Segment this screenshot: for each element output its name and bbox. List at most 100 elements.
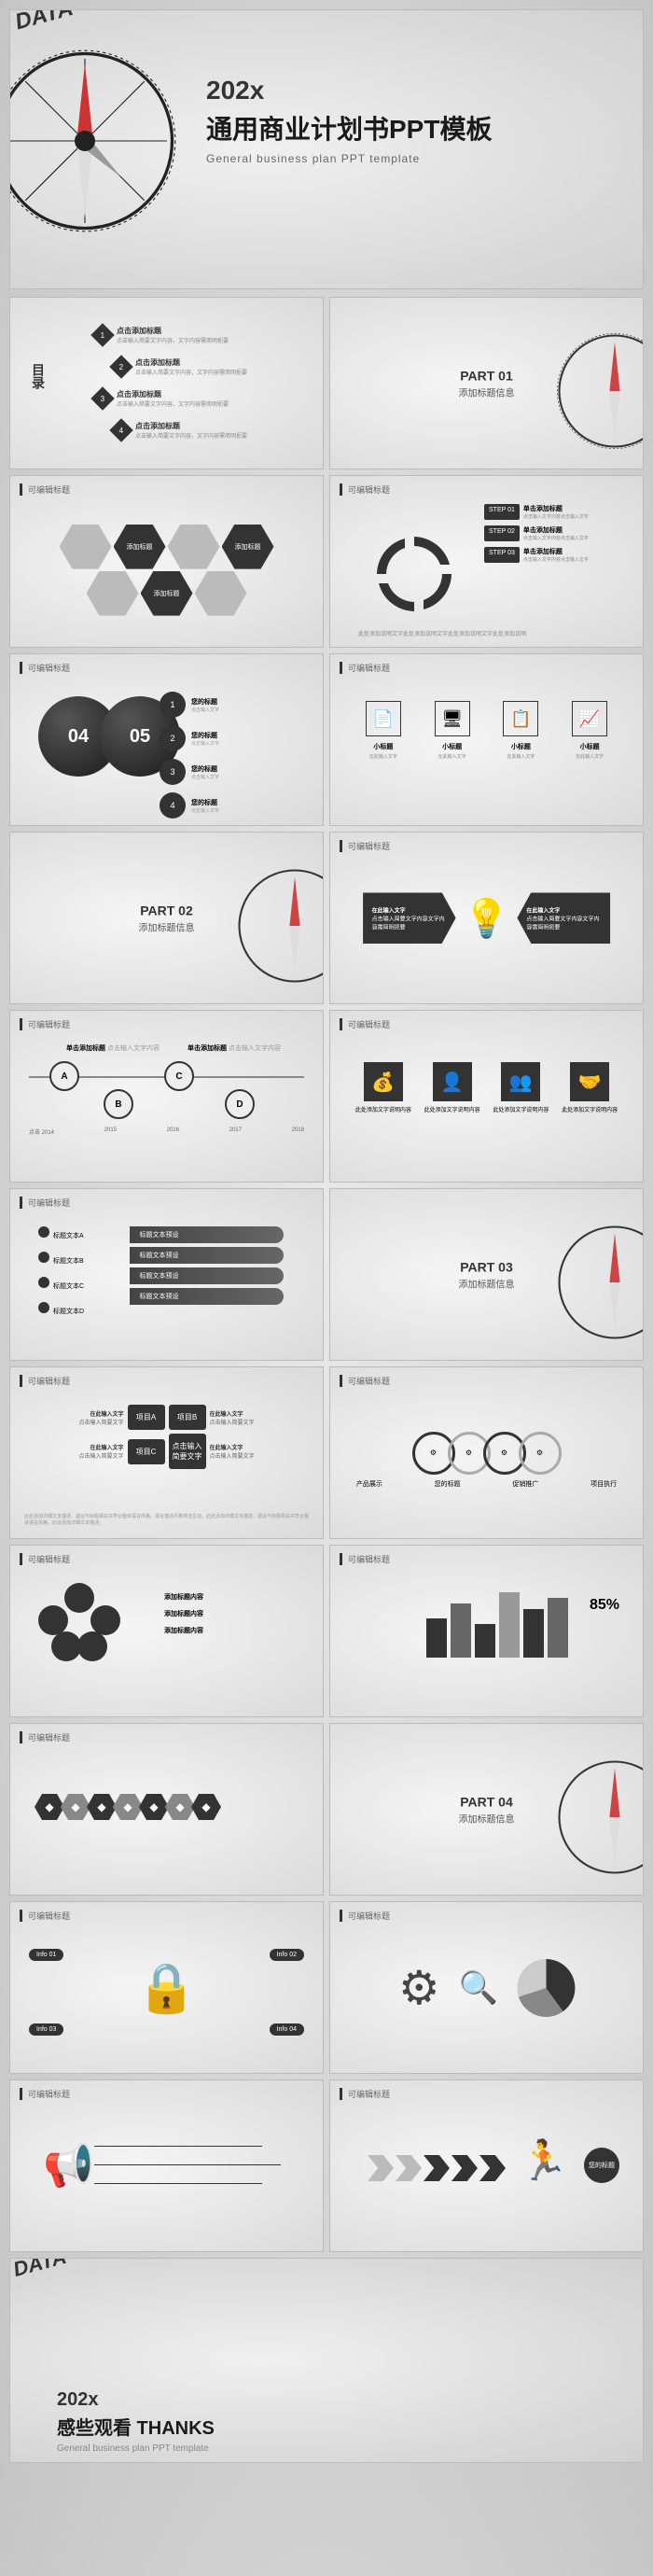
- hex-node: ◆: [87, 1794, 117, 1820]
- hex-node: ◆: [139, 1794, 169, 1820]
- compass-icon: [549, 1752, 644, 1883]
- small-circle-2: 2: [160, 725, 186, 751]
- chevron-icon: [368, 2155, 394, 2181]
- slide-header: 可编辑标题: [20, 662, 70, 674]
- left-arrow-box: 在此输入文字点击输入简要文字内容文字内容需简明扼要: [363, 892, 456, 944]
- runner-label: 您的标题: [584, 2148, 619, 2183]
- bar-chart: [426, 1592, 568, 1658]
- slide-header: 可编辑标题: [20, 1197, 70, 1209]
- lightbulb-icon: 💡: [464, 896, 510, 940]
- runner-slide: 可编辑标题 🏃 您的标题: [329, 2079, 644, 2252]
- slide-header: 可编辑标题: [340, 840, 390, 852]
- slide-header: 可编辑标题: [340, 1910, 390, 1922]
- chevron-icon: [452, 2155, 478, 2181]
- small-circle-3: 3: [160, 759, 186, 785]
- toc-diamond-2: 2: [109, 355, 132, 378]
- band-1: 标题文本预设: [130, 1226, 284, 1243]
- speech-line: [94, 2183, 262, 2184]
- cycle-icon: [368, 527, 461, 621]
- cluster-title-1: 添加标题内容: [164, 1592, 295, 1602]
- small-circle-1: 1: [160, 692, 186, 718]
- toc-diamond-3: 3: [90, 386, 114, 410]
- percentage: 85%: [590, 1597, 619, 1614]
- step-badge-1: STEP 01: [484, 504, 520, 520]
- hex-a: 添加标题: [114, 525, 166, 569]
- megaphone-slide: 可编辑标题 📢: [9, 2079, 324, 2252]
- slide-header: 可编辑标题: [20, 1731, 70, 1743]
- slide-header: 可编辑标题: [340, 662, 390, 674]
- people-icon: 👥: [501, 1062, 540, 1101]
- cluster-circle: [77, 1631, 107, 1661]
- compass-icon: [9, 38, 188, 244]
- timeline-node-d: D: [225, 1089, 255, 1119]
- cover-text: 202x 通用商业计划书PPT模板 General business plan …: [206, 76, 492, 165]
- lock-slide: 可编辑标题 🔒 Info 01 Info 02 Info 03 Info 04: [9, 1901, 324, 2074]
- slide-header: 可编辑标题: [340, 1375, 390, 1387]
- hex-img: [168, 525, 220, 569]
- hex-c: 添加标题: [141, 571, 193, 616]
- hex-slide: 可编辑标题 添加标题 添加标题 添加标题: [9, 475, 324, 648]
- slide-header: 可编辑标题: [340, 483, 390, 496]
- screen-icon: 🖥: [435, 701, 470, 736]
- chevron-icon: [396, 2155, 422, 2181]
- hex-node: ◆: [191, 1794, 221, 1820]
- info-1: Info 01: [29, 1949, 63, 1961]
- slide-header: 可编辑标题: [20, 1910, 70, 1922]
- chevron-icon: [479, 2155, 506, 2181]
- bulb-slide: 可编辑标题 在此输入文字点击输入简要文字内容文字内容需简明扼要 💡 在此输入文字…: [329, 832, 644, 1004]
- end-sub: General business plan PPT template: [57, 2443, 215, 2454]
- part03-slide: PART 03添加标题信息: [329, 1188, 644, 1361]
- chain-4: ⚙: [519, 1432, 562, 1475]
- slide-header: 可编辑标题: [20, 2088, 70, 2100]
- megaphone-icon: 📢: [43, 2141, 94, 2190]
- gear-pie-slide: 可编辑标题 ⚙ 🔍: [329, 1901, 644, 2074]
- band-3: 标题文本预设: [130, 1267, 284, 1284]
- right-arrow-box: 在此输入文字点击输入简要文字内容文字内容需简明扼要: [517, 892, 610, 944]
- part04-slide: PART 04添加标题信息: [329, 1723, 644, 1896]
- cover-year: 202x: [206, 76, 492, 105]
- hex-node: ◆: [35, 1794, 64, 1820]
- hex-img: [195, 571, 247, 616]
- compass-icon: [229, 861, 324, 991]
- person-icon: 👤: [433, 1062, 472, 1101]
- project-c: 项目C: [128, 1439, 165, 1464]
- compass-icon: [549, 326, 644, 456]
- hex-b: 添加标题: [222, 525, 274, 569]
- part01-label: PART 01: [459, 368, 515, 383]
- step-badge-3: STEP 03: [484, 547, 520, 563]
- toc-item-1-title: 点击添加标题: [117, 326, 229, 336]
- band-4: 标题文本预设: [130, 1288, 284, 1305]
- steps-footer: 此处添加说明文字此处添加说明文字此处添加说明文字此处添加说明: [358, 629, 615, 637]
- bars-slide: 可编辑标题 85%: [329, 1545, 644, 1717]
- project-a: 项目A: [128, 1405, 165, 1430]
- handshake-icon: 🤝: [570, 1062, 609, 1101]
- icons4-slide: 可编辑标题 📄小标题在此输入文字 🖥小标题在此输入文字 📋小标题在此输入文字 📈…: [329, 653, 644, 826]
- toc-label: 目录: [29, 363, 48, 389]
- circles-slide: 可编辑标题 04 05 1您的标题点击输入文字 2您的标题点击输入文字 3您的标…: [9, 653, 324, 826]
- hexchain-slide: 可编辑标题 ◆ ◆ ◆ ◆ ◆ ◆ ◆: [9, 1723, 324, 1896]
- bands-slide: 可编辑标题 标题文本A 标题文本B 标题文本C 标题文本D 标题文本预设 标题文…: [9, 1188, 324, 1361]
- hex-node: ◆: [113, 1794, 143, 1820]
- end-corner: G DATA: [9, 2258, 69, 2288]
- hex-node: ◆: [165, 1794, 195, 1820]
- gear-icon: ⚙: [398, 1961, 440, 2015]
- dot-icon: [38, 1277, 49, 1288]
- lock-icon: 🔒: [136, 1959, 197, 2016]
- speech-line: [94, 2164, 281, 2165]
- cover-title: 通用商业计划书PPT模板: [206, 109, 492, 147]
- compass-icon: [549, 1217, 644, 1348]
- hex-img: [60, 525, 112, 569]
- chart-icon: 📈: [572, 701, 607, 736]
- part04-label: PART 04: [459, 1794, 515, 1809]
- speech-line: [94, 2146, 262, 2147]
- part01-sub: 添加标题信息: [459, 385, 515, 399]
- pie-chart: [517, 1959, 575, 2017]
- project-d: 点击输入简要文字: [169, 1434, 206, 1469]
- doc-icon: 📄: [366, 701, 401, 736]
- magnifier-icon: 🔍: [459, 1969, 498, 2007]
- band-2: 标题文本预设: [130, 1247, 284, 1264]
- cluster-circle: [90, 1605, 120, 1635]
- step-badge-2: STEP 02: [484, 525, 520, 541]
- info-3: Info 03: [29, 2023, 63, 2036]
- cover-subtitle: General business plan PPT template: [206, 152, 492, 165]
